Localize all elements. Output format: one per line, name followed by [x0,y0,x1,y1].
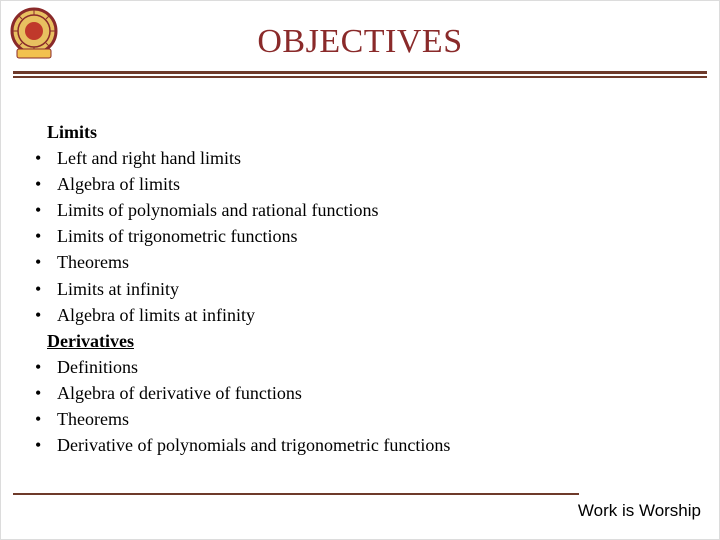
slide: OBJECTIVES Limits Left and right hand li… [0,0,720,540]
list-item: Algebra of limits at infinity [29,302,691,328]
list-item: Limits of polynomials and rational funct… [29,197,691,223]
section-heading-limits: Limits [47,119,691,145]
content-area: Limits Left and right hand limits Algebr… [29,119,691,458]
rule-top [13,71,707,74]
list-item: Left and right hand limits [29,145,691,171]
list-item: Limits of trigonometric functions [29,223,691,249]
institution-logo [7,7,61,61]
list-item: Algebra of limits [29,171,691,197]
list-item: Derivative of polynomials and trigonomet… [29,432,691,458]
list-item: Definitions [29,354,691,380]
list-item: Theorems [29,406,691,432]
list-item: Algebra of derivative of functions [29,380,691,406]
rule-mid [13,76,707,78]
derivatives-list: Definitions Algebra of derivative of fun… [29,354,691,458]
rule-bottom [13,493,579,495]
list-item: Theorems [29,249,691,275]
section-heading-derivatives: Derivatives [47,328,691,354]
list-item: Limits at infinity [29,276,691,302]
footer-motto: Work is Worship [578,501,701,521]
slide-title: OBJECTIVES [1,1,719,69]
limits-list: Left and right hand limits Algebra of li… [29,145,691,328]
